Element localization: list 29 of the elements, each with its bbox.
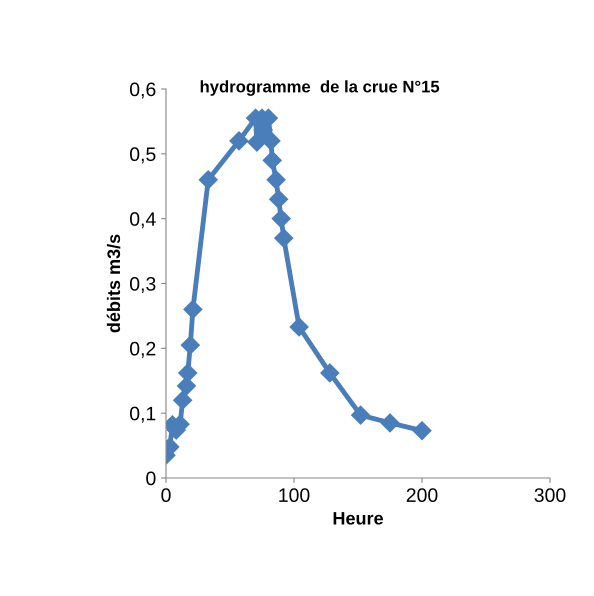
- x-tick-label: 100: [279, 488, 310, 502]
- point: [229, 131, 248, 150]
- point: [272, 209, 291, 228]
- point: [320, 363, 340, 383]
- point: [183, 300, 202, 319]
- y-tick-label: 0,1: [130, 406, 156, 423]
- point: [262, 150, 282, 170]
- y-tick-label: 0,6: [130, 82, 156, 99]
- point: [173, 390, 192, 410]
- x-tick-label: 0: [161, 488, 171, 502]
- point: [274, 228, 294, 248]
- x-axis-title: Heure: [334, 512, 383, 525]
- y-tick-label: 0,4: [130, 212, 156, 228]
- x-tick-label: 200: [406, 488, 438, 502]
- point: [380, 413, 400, 432]
- x-tick-label: 300: [534, 488, 566, 502]
- point: [198, 170, 218, 190]
- point: [180, 336, 200, 355]
- point: [412, 421, 432, 440]
- point: [266, 170, 286, 190]
- y-axis-title: débits m3/s: [106, 234, 120, 332]
- point: [290, 317, 309, 336]
- point: [351, 406, 370, 425]
- y-tick-label: 0: [146, 471, 156, 486]
- point: [269, 190, 288, 209]
- y-tick-label: 0,5: [130, 147, 156, 164]
- y-tick-label: 0,2: [130, 342, 156, 358]
- chart-title: hydrogramme de la crue N°15: [200, 80, 440, 96]
- y-tick-label: 0,3: [130, 276, 156, 294]
